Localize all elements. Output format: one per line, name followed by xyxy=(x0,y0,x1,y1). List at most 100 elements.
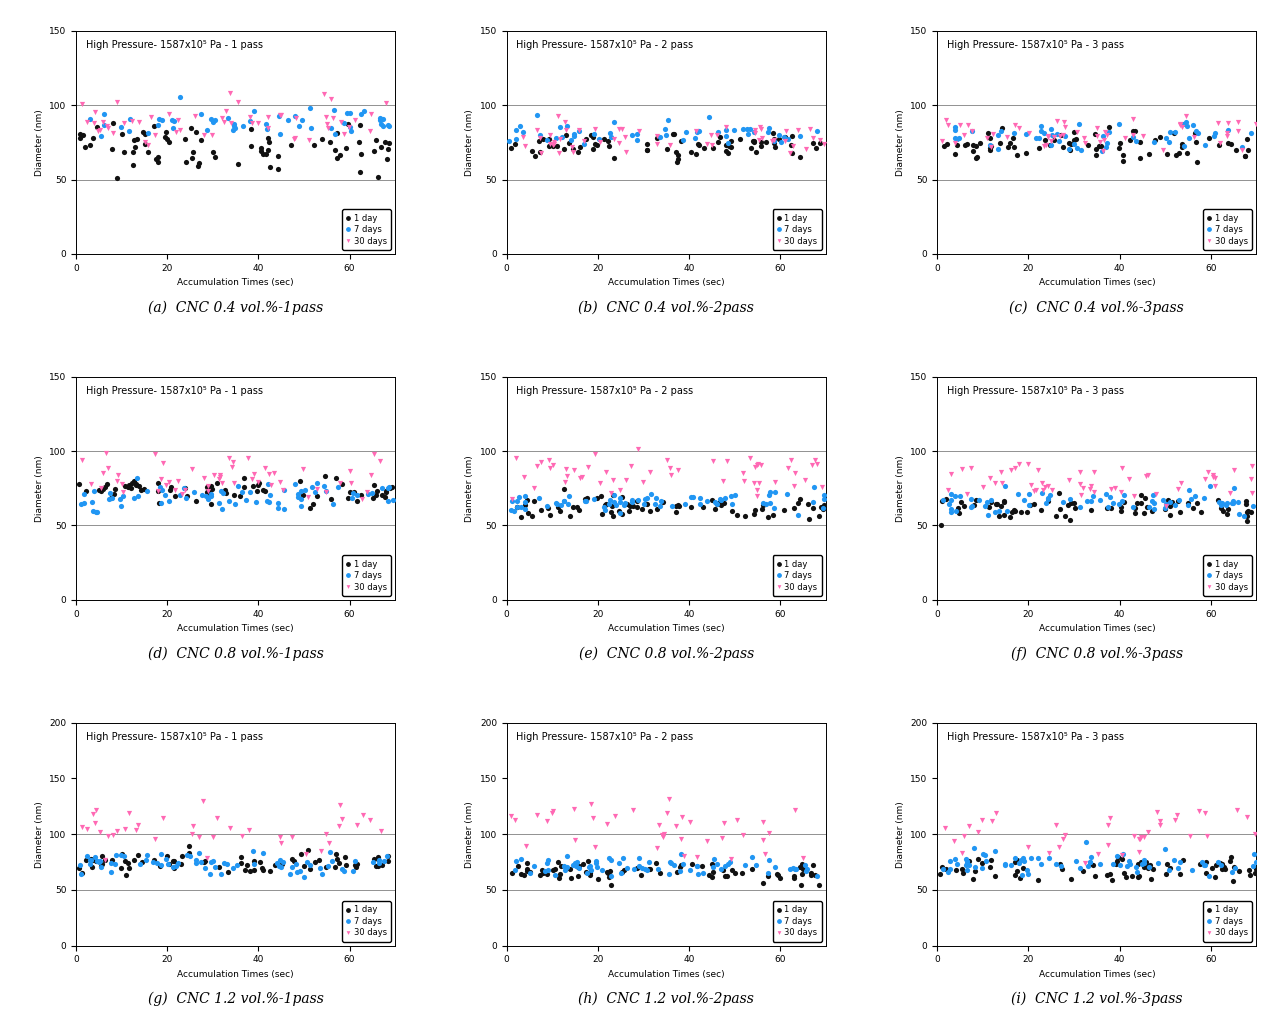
Point xyxy=(947,132,967,148)
Point xyxy=(553,493,574,510)
Point xyxy=(336,140,357,156)
Point xyxy=(660,855,680,872)
Point xyxy=(1105,855,1126,872)
Point xyxy=(80,852,100,869)
Point xyxy=(360,467,381,483)
Point xyxy=(1228,122,1249,139)
Point xyxy=(516,492,537,509)
Point xyxy=(585,839,605,855)
Point xyxy=(1227,114,1247,131)
Point xyxy=(212,501,232,517)
Point xyxy=(1038,489,1058,506)
Point xyxy=(962,122,982,139)
Point xyxy=(586,490,607,507)
Point xyxy=(258,109,278,125)
Point xyxy=(797,497,817,513)
Point xyxy=(786,802,806,818)
Point xyxy=(317,115,338,132)
Point xyxy=(610,493,631,510)
Point xyxy=(1140,499,1160,515)
Point xyxy=(744,506,764,522)
Point xyxy=(197,483,217,500)
Point xyxy=(987,495,1008,512)
Point xyxy=(1171,119,1192,136)
Point xyxy=(557,848,577,865)
Point xyxy=(791,858,811,875)
Point xyxy=(699,867,720,883)
Point xyxy=(1176,117,1197,134)
Point xyxy=(239,822,259,839)
Point xyxy=(148,111,169,127)
Point xyxy=(661,467,681,483)
Point xyxy=(214,482,235,499)
Point xyxy=(782,127,802,144)
Point xyxy=(685,130,706,146)
Point xyxy=(940,501,961,517)
Point xyxy=(591,488,612,505)
Point xyxy=(1066,131,1086,147)
Point xyxy=(128,487,148,504)
Point xyxy=(975,498,995,514)
Point xyxy=(1231,142,1251,158)
Point xyxy=(1041,121,1061,138)
Point xyxy=(146,150,166,167)
Point xyxy=(510,117,530,134)
Point xyxy=(1156,130,1176,146)
Y-axis label: Diameter (nm): Diameter (nm) xyxy=(466,455,475,521)
Point xyxy=(689,489,709,506)
Point xyxy=(549,131,570,147)
Point xyxy=(732,828,753,844)
Point xyxy=(666,153,687,170)
Point xyxy=(963,143,983,159)
Point xyxy=(985,504,1005,520)
Point xyxy=(303,495,324,512)
Point xyxy=(1192,853,1212,870)
Point xyxy=(693,866,713,882)
Point xyxy=(159,106,179,122)
Point xyxy=(1213,503,1233,519)
Point xyxy=(86,504,107,520)
Point xyxy=(330,475,350,491)
Point xyxy=(1174,138,1194,154)
Point xyxy=(627,132,647,148)
Point xyxy=(989,504,1009,520)
Point xyxy=(609,120,629,137)
Point xyxy=(250,853,270,870)
Point xyxy=(86,504,107,520)
Point xyxy=(735,508,755,524)
Point xyxy=(88,118,108,135)
Point xyxy=(714,814,735,831)
Point xyxy=(93,848,113,865)
Point xyxy=(103,827,123,843)
Point xyxy=(746,144,766,160)
Point xyxy=(310,859,330,876)
Point xyxy=(727,507,747,523)
Y-axis label: Diameter (nm): Diameter (nm) xyxy=(896,801,905,868)
Point xyxy=(964,862,985,879)
Point xyxy=(602,868,622,884)
Point xyxy=(1180,828,1200,844)
Point xyxy=(693,499,713,515)
Text: High Pressure- 1587x10⁵ Pa - 1 pass: High Pressure- 1587x10⁵ Pa - 1 pass xyxy=(86,40,263,49)
Point xyxy=(298,132,319,148)
Point xyxy=(619,503,640,519)
Point xyxy=(557,117,577,134)
Point xyxy=(563,801,584,817)
Point xyxy=(1091,138,1112,154)
Point xyxy=(656,452,676,469)
Point xyxy=(119,110,140,126)
Point xyxy=(211,482,231,499)
Point xyxy=(1113,152,1133,169)
Point xyxy=(329,854,349,871)
Point xyxy=(246,494,266,511)
Point xyxy=(169,89,189,106)
Point xyxy=(646,489,666,506)
Point xyxy=(326,851,346,868)
Point xyxy=(1228,506,1249,522)
Point xyxy=(346,492,367,509)
Point xyxy=(124,473,145,489)
Point xyxy=(961,491,981,508)
Point xyxy=(194,470,214,486)
Point xyxy=(1032,855,1052,872)
Point xyxy=(515,488,536,505)
